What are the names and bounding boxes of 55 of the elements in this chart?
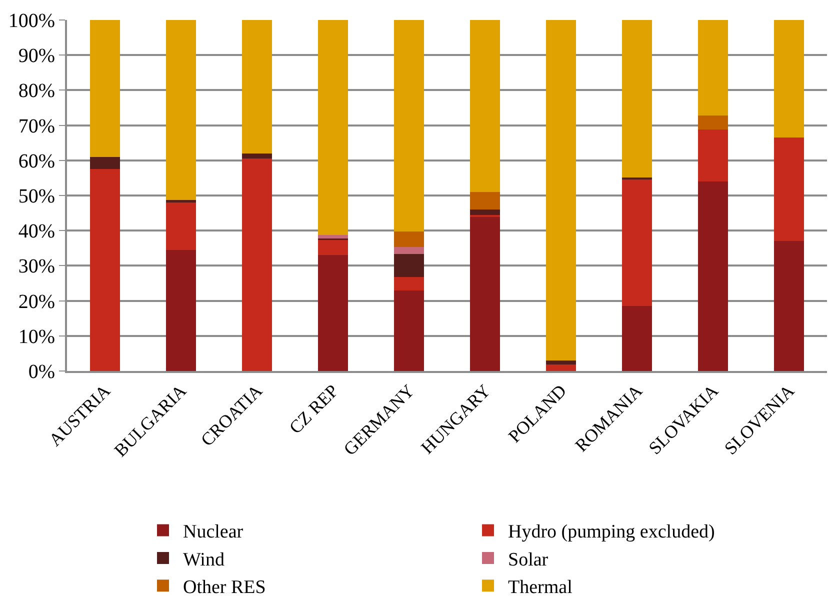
bar [166, 200, 196, 203]
bar [394, 276, 424, 290]
bar [242, 153, 272, 159]
bar [166, 250, 196, 371]
bar [394, 231, 424, 248]
bar [774, 20, 804, 138]
bar [394, 20, 424, 232]
bar [622, 180, 652, 306]
y-tick-label: 0% [28, 361, 55, 383]
y-tick-label: 90% [18, 45, 55, 68]
legend-label: Nuclear [183, 522, 244, 543]
bar [166, 202, 196, 250]
bar [318, 239, 348, 256]
legend-label: Hydro (pumping excluded) [508, 522, 715, 543]
bar [90, 169, 120, 371]
y-tick-label: 40% [18, 220, 55, 243]
legend-label: Other RES [183, 577, 266, 598]
bar [90, 156, 120, 170]
bar [470, 210, 500, 215]
bar [546, 360, 576, 365]
bar [318, 20, 348, 235]
bar [394, 247, 424, 254]
bar [318, 234, 348, 238]
legend-label: Wind [183, 549, 225, 570]
bar [622, 20, 652, 178]
bar [242, 20, 272, 154]
bar [774, 241, 804, 371]
y-tick-label: 100% [8, 10, 55, 32]
y-tick-label: 50% [18, 186, 55, 208]
bar [622, 306, 652, 371]
y-tick-label: 30% [18, 256, 55, 278]
y-tick-label: 60% [18, 150, 55, 172]
x-tick-label: CZ REP [285, 380, 342, 438]
bar [698, 181, 728, 371]
bar [90, 20, 120, 157]
bar [546, 364, 576, 371]
bar [242, 158, 272, 371]
bar [394, 290, 424, 371]
y-tick-label: 20% [18, 290, 55, 313]
bar [698, 115, 728, 130]
bar [166, 20, 196, 200]
bar [698, 20, 728, 116]
legend-label: Solar [508, 549, 549, 570]
bar [546, 20, 576, 360]
bar [470, 20, 500, 192]
bar [470, 216, 500, 371]
y-tick-label: 10% [18, 326, 55, 348]
y-tick-label: 70% [18, 115, 55, 138]
bar [774, 138, 804, 242]
bar [470, 192, 500, 210]
bar [394, 254, 424, 277]
y-tick-label: 80% [18, 80, 55, 102]
legend-label: Thermal [508, 577, 572, 598]
bar [698, 130, 728, 182]
bar [318, 255, 348, 371]
